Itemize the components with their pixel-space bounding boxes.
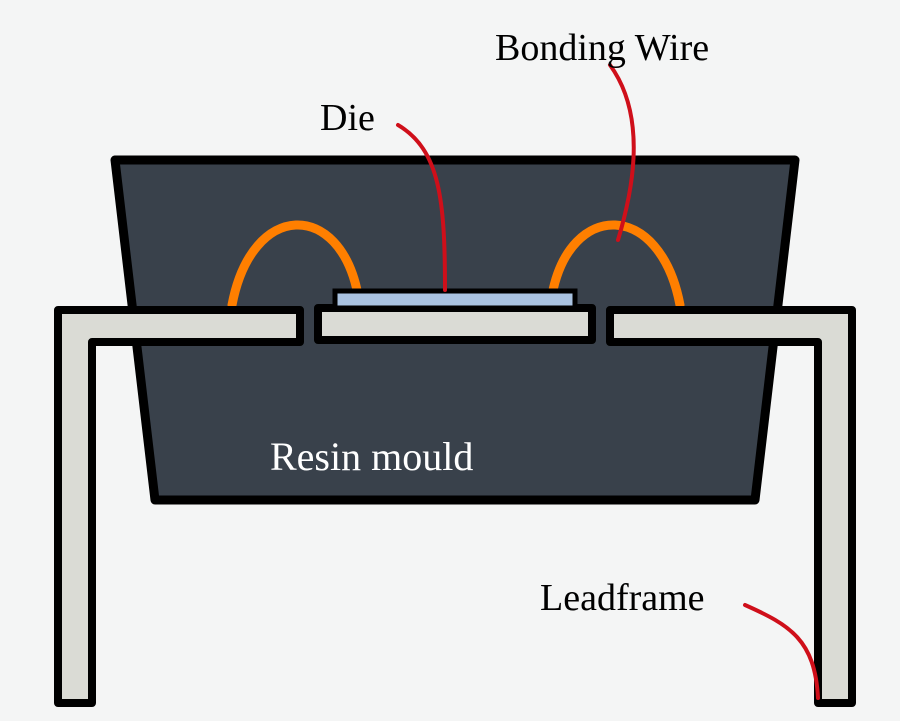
die-paddle xyxy=(318,308,592,340)
label-bonding-wire: Bonding Wire xyxy=(495,27,709,69)
leader-line-leadframe xyxy=(745,605,818,698)
label-resin-mould: Resin mould xyxy=(270,434,473,479)
die xyxy=(335,291,575,308)
label-die: Die xyxy=(320,97,375,139)
label-leadframe: Leadframe xyxy=(540,577,705,619)
ic-package-diagram: Die Bonding Wire Resin mould Leadframe xyxy=(0,0,900,721)
